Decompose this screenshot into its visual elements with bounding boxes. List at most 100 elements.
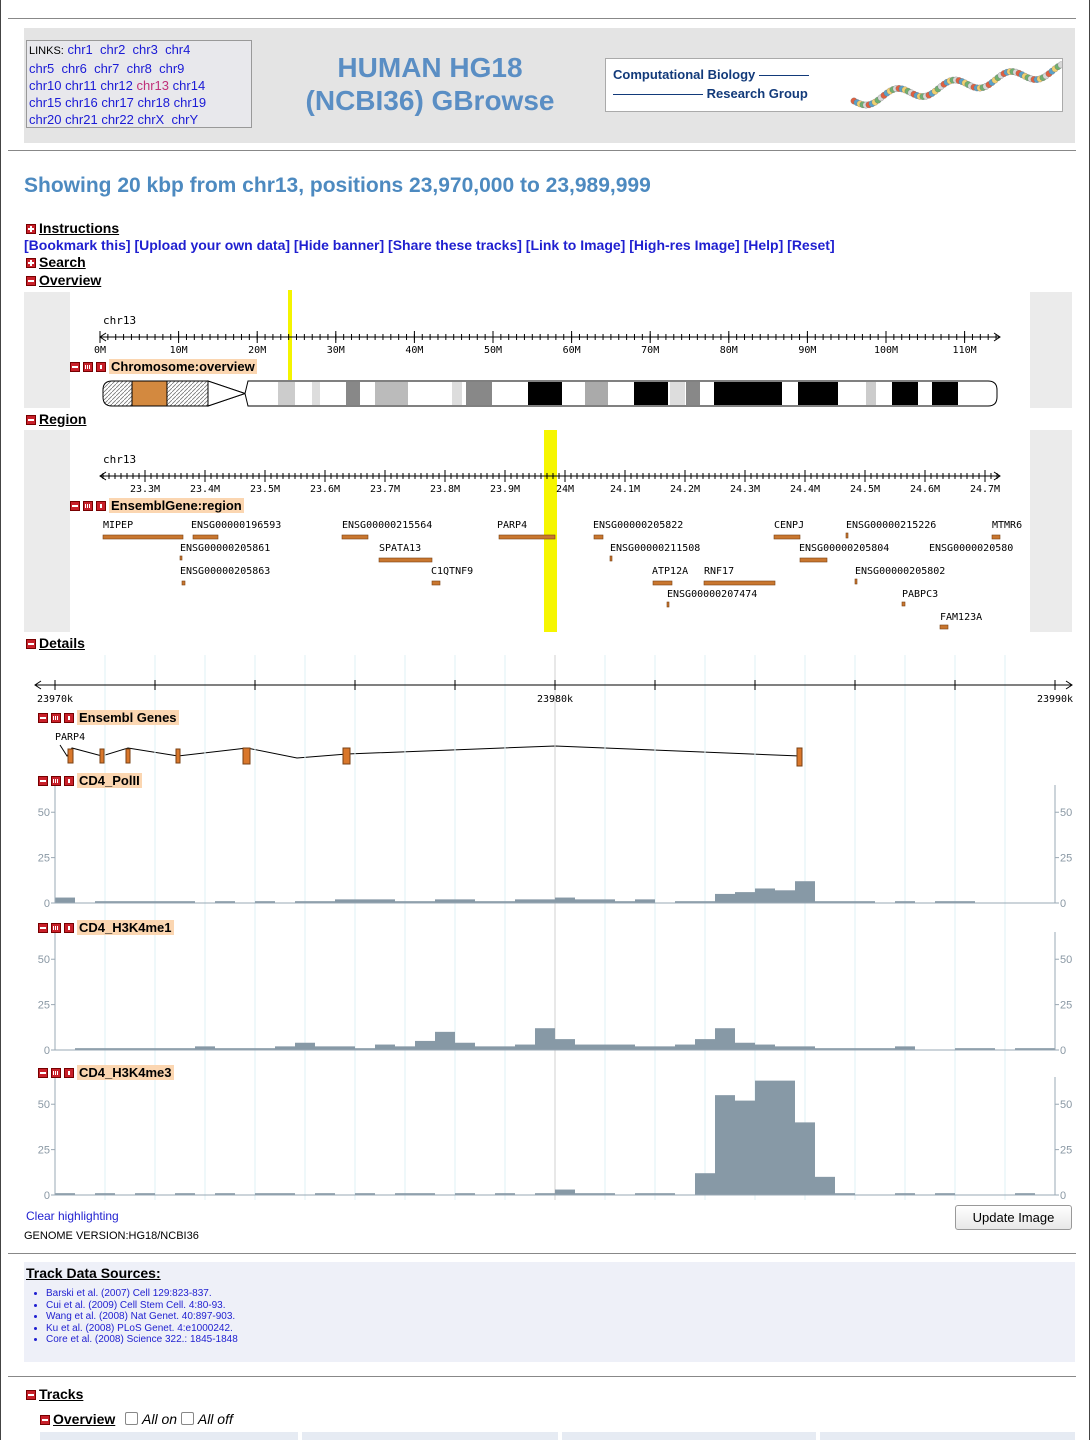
track-label: CD4_PolII bbox=[38, 773, 142, 789]
signal-bar bbox=[415, 1041, 435, 1050]
collapse-icon[interactable] bbox=[38, 776, 48, 786]
section-title[interactable]: Tracks bbox=[39, 1386, 83, 1402]
collapse-icon[interactable] bbox=[40, 1415, 50, 1425]
signal-bar bbox=[795, 1122, 815, 1195]
y-tick-label: 0 bbox=[1060, 898, 1066, 910]
y-tick-label: 50 bbox=[1060, 807, 1072, 819]
section-title[interactable]: Details bbox=[39, 635, 85, 651]
track-cell bbox=[820, 1432, 1075, 1440]
track-label: CD4_H3K4me1 bbox=[38, 920, 174, 936]
signal-bar bbox=[535, 1028, 555, 1050]
signal-bar bbox=[435, 899, 455, 903]
signal-bar bbox=[515, 1045, 535, 1050]
track-cell bbox=[302, 1432, 558, 1440]
source-item[interactable]: Core et al. (2008) Science 322.: 1845-18… bbox=[46, 1334, 238, 1346]
signal-bar bbox=[335, 899, 355, 903]
signal-bar bbox=[595, 899, 615, 903]
y-tick-label: 0 bbox=[44, 898, 50, 910]
help-icon[interactable] bbox=[64, 713, 74, 723]
y-tick-label: 25 bbox=[1060, 1000, 1072, 1012]
collapse-icon[interactable] bbox=[26, 1390, 36, 1400]
signal-bar bbox=[755, 1081, 775, 1195]
genome-version: GENOME VERSION:HG18/NCBI36 bbox=[24, 1231, 199, 1242]
ruler-label: 23970k bbox=[37, 694, 73, 705]
signal-bar bbox=[815, 1177, 835, 1195]
signal-bar bbox=[195, 1046, 215, 1050]
collapse-icon[interactable] bbox=[26, 639, 36, 649]
track-cell bbox=[562, 1432, 816, 1440]
ruler-label: 23990k bbox=[1037, 694, 1073, 705]
share-icon[interactable] bbox=[51, 923, 61, 933]
help-icon[interactable] bbox=[64, 1068, 74, 1078]
signal-bar bbox=[795, 881, 815, 903]
signal-bar bbox=[515, 899, 535, 903]
checkbox[interactable] bbox=[125, 1412, 138, 1425]
signal-bar bbox=[755, 1045, 775, 1050]
collapse-icon[interactable] bbox=[38, 713, 48, 723]
ruler-label: 23980k bbox=[537, 694, 573, 705]
gene-label: ENSG00000205863 bbox=[180, 567, 270, 577]
signal-bar bbox=[695, 1039, 715, 1050]
share-icon[interactable] bbox=[51, 1068, 61, 1078]
signal-bar bbox=[395, 1046, 415, 1050]
y-tick-label: 25 bbox=[38, 1000, 50, 1012]
signal-bar bbox=[295, 1043, 315, 1050]
source-item[interactable]: Cui et al. (2009) Cell Stem Cell. 4:80-9… bbox=[46, 1300, 238, 1312]
region-labels: MIPEP ENSG00000196593 ENSG00000205861 EN… bbox=[0, 0, 1030, 640]
y-tick-label: 25 bbox=[1060, 1145, 1072, 1157]
signal-bar bbox=[555, 898, 575, 903]
track-cell bbox=[40, 1432, 298, 1440]
collapse-icon[interactable] bbox=[38, 923, 48, 933]
signal-bar bbox=[535, 899, 555, 903]
signal-bar bbox=[275, 1046, 295, 1050]
details-gene bbox=[60, 745, 802, 766]
signal-bar bbox=[55, 898, 75, 903]
gene-label: ENSG00000205861 bbox=[180, 544, 270, 554]
signal-bar bbox=[675, 1045, 695, 1050]
share-icon[interactable] bbox=[51, 776, 61, 786]
gene-label: MIPEP bbox=[103, 521, 133, 531]
signal-bar bbox=[575, 1045, 595, 1050]
y-tick-label: 50 bbox=[38, 807, 50, 819]
gene-label: ENSG00000205822 bbox=[593, 521, 683, 531]
source-item[interactable]: Barski et al. (2007) Cell 129:823-837. bbox=[46, 1288, 238, 1300]
source-item[interactable]: Ku et al. (2008) PLoS Genet. 4:e1000242. bbox=[46, 1323, 238, 1335]
y-tick-label: 25 bbox=[1060, 853, 1072, 865]
subsection-title[interactable]: Overview bbox=[53, 1411, 115, 1427]
track-label: CD4_H3K4me3 bbox=[38, 1065, 174, 1081]
y-tick-label: 0 bbox=[44, 1045, 50, 1057]
rule bbox=[8, 1376, 1076, 1377]
share-icon[interactable] bbox=[51, 713, 61, 723]
y-tick-label: 50 bbox=[38, 954, 50, 966]
signal-bar bbox=[735, 892, 755, 903]
track-label: Ensembl Genes bbox=[38, 710, 179, 726]
section-toggle[interactable]: Tracks bbox=[26, 1387, 83, 1401]
checkbox-label: All off bbox=[198, 1411, 233, 1427]
help-icon[interactable] bbox=[64, 923, 74, 933]
source-item[interactable]: Wang et al. (2008) Nat Genet. 40:897-903… bbox=[46, 1311, 238, 1323]
signal-bar bbox=[375, 899, 395, 903]
y-tick-label: 25 bbox=[38, 1145, 50, 1157]
gene-label: ENSG00000196593 bbox=[191, 521, 281, 531]
signal-bar bbox=[735, 1101, 755, 1195]
signal-bar bbox=[495, 1046, 515, 1050]
collapse-icon[interactable] bbox=[38, 1068, 48, 1078]
sources-title: Track Data Sources: bbox=[26, 1266, 161, 1280]
track-name: Ensembl Genes bbox=[77, 710, 179, 725]
clear-link[interactable]: Clear highlighting bbox=[26, 1210, 119, 1222]
signal-bar bbox=[615, 1045, 635, 1050]
gene-label: ENSG0000020580 bbox=[929, 544, 1013, 554]
gene-label: PABPC3 bbox=[902, 590, 938, 600]
signal-bar bbox=[555, 1190, 575, 1195]
signal-bar bbox=[655, 1046, 675, 1050]
gene-label: MTMR6 bbox=[992, 521, 1022, 531]
y-tick-label: 0 bbox=[1060, 1045, 1066, 1057]
update-button[interactable]: Update Image bbox=[955, 1205, 1072, 1230]
checkbox[interactable] bbox=[181, 1412, 194, 1425]
gene-label: ATP12A bbox=[652, 567, 688, 577]
section-toggle[interactable]: Details bbox=[26, 636, 85, 650]
gene-label: ENSG00000205804 bbox=[799, 544, 889, 554]
help-icon[interactable] bbox=[64, 776, 74, 786]
gene-label: ENSG00000205802 bbox=[855, 567, 945, 577]
signal-bar bbox=[795, 1046, 815, 1050]
